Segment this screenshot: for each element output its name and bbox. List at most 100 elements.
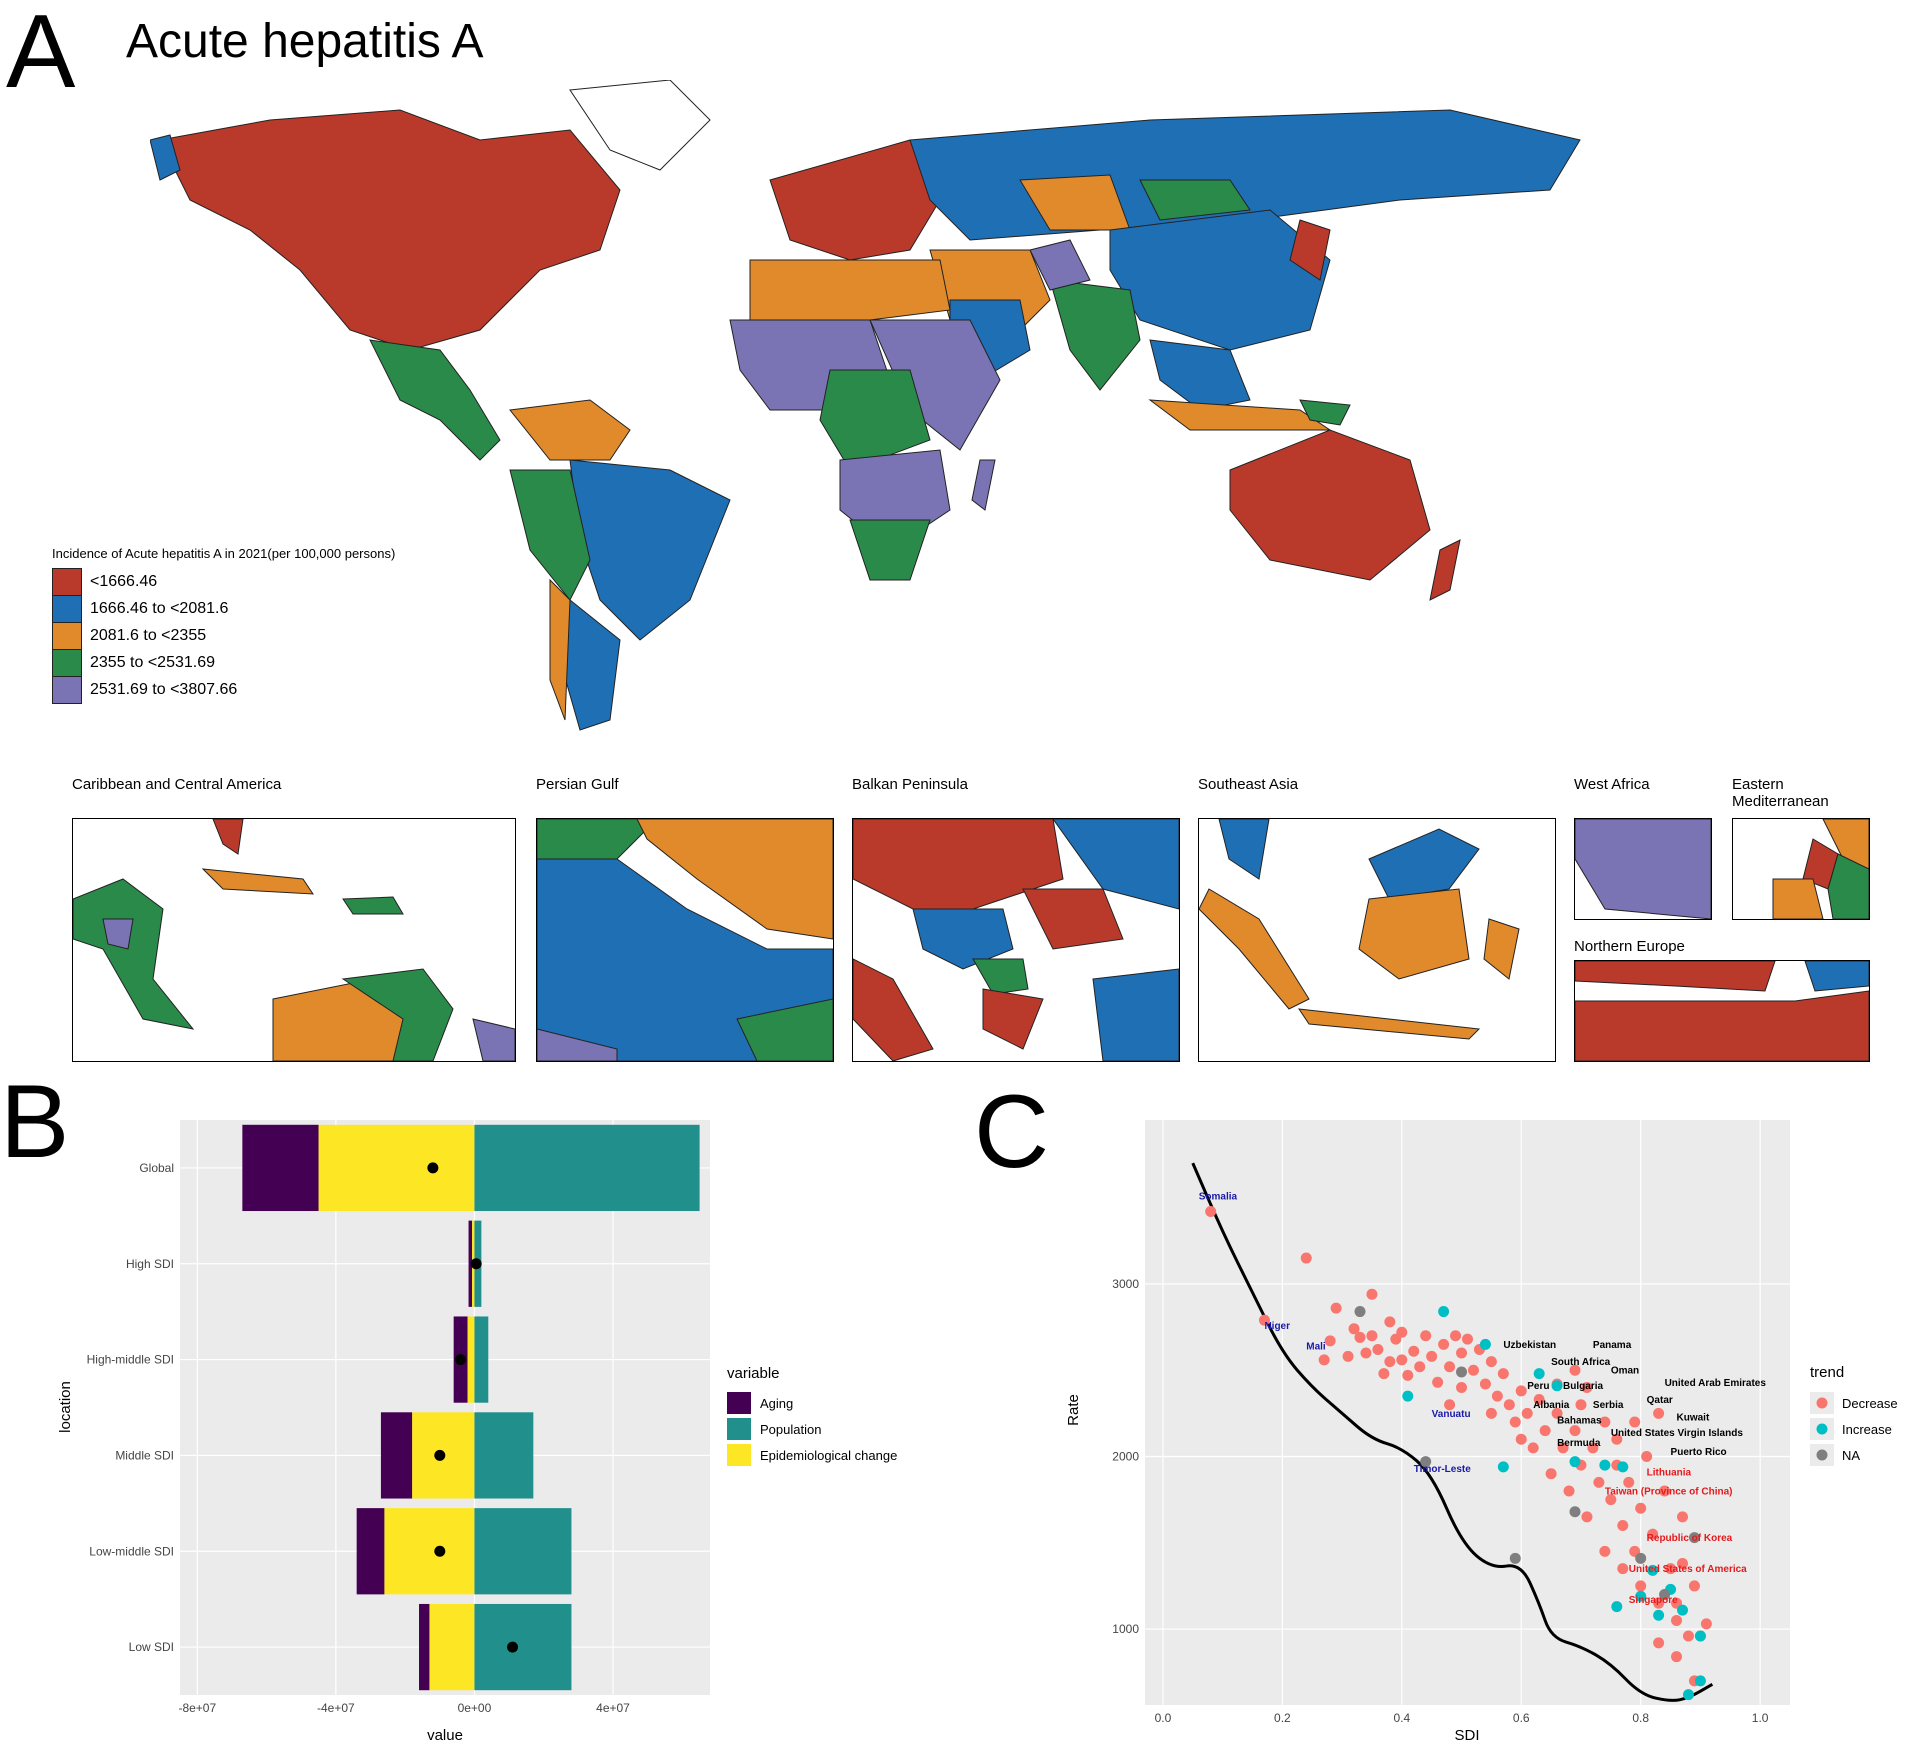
- map-australia: [1229, 429, 1431, 581]
- bar-segment: [474, 1316, 489, 1403]
- country-label: Serbia: [1593, 1400, 1624, 1411]
- map-europe: [769, 139, 941, 261]
- inset-title: Caribbean and Central America: [72, 776, 282, 793]
- data-point: [1653, 1609, 1665, 1621]
- y-tick-label: High SDI: [126, 1257, 174, 1271]
- country-label: United States of America: [1629, 1564, 1747, 1575]
- data-point: [1641, 1451, 1653, 1463]
- bar-segment: [467, 1316, 475, 1403]
- country-label: Niger: [1264, 1321, 1290, 1332]
- legend-label: Decrease: [1842, 1396, 1898, 1411]
- bar-segment: [474, 1508, 572, 1595]
- data-point: [1402, 1369, 1414, 1381]
- sdi-scatter-chart: Singapore United States of America Republi…: [1065, 1120, 1898, 1744]
- data-point: [1438, 1338, 1450, 1350]
- map-legend-item: 2355 to <2531.69: [52, 649, 215, 677]
- legend-label: Increase: [1842, 1422, 1892, 1437]
- x-tick-label: 0.4: [1393, 1711, 1410, 1725]
- data-point: [1408, 1345, 1420, 1357]
- legend-label: 2531.69 to <3807.66: [90, 681, 238, 698]
- map-alaska-strip: [150, 134, 181, 181]
- data-point: [1653, 1597, 1665, 1609]
- bar-segment: [468, 1220, 473, 1307]
- data-point: [1342, 1350, 1354, 1362]
- inset-title: Southeast Asia: [1198, 776, 1299, 793]
- data-point: [1611, 1601, 1623, 1613]
- map-south-america-west: [509, 469, 591, 601]
- inset-caribbean: [72, 818, 516, 1062]
- data-point: [1605, 1494, 1617, 1506]
- data-point: [1671, 1614, 1683, 1626]
- data-point: [1611, 1433, 1623, 1445]
- country-label: United States Virgin Islands: [1611, 1428, 1744, 1439]
- data-point: [1456, 1347, 1468, 1359]
- data-point: [1467, 1364, 1479, 1376]
- map-chile: [549, 578, 571, 721]
- map-india: [1049, 279, 1141, 391]
- inset-balkan: [852, 818, 1180, 1062]
- data-point: [1384, 1356, 1396, 1368]
- map-north-america: [159, 109, 621, 351]
- data-point: [1509, 1552, 1521, 1564]
- country-label: Bulgaria: [1563, 1381, 1603, 1392]
- data-point: [1462, 1333, 1473, 1345]
- country-label: Puerto Rico: [1671, 1447, 1727, 1458]
- plot-background: [180, 1120, 710, 1695]
- data-point: [1677, 1557, 1688, 1569]
- data-point: [1694, 1630, 1706, 1642]
- data-point: [1456, 1366, 1468, 1378]
- data-point: [1569, 1364, 1581, 1376]
- data-point: [1599, 1416, 1611, 1428]
- data-point: [1426, 1350, 1438, 1362]
- x-tick-label: 0.0: [1155, 1711, 1172, 1725]
- country-label: South Africa: [1551, 1357, 1611, 1368]
- data-point: [1444, 1399, 1456, 1411]
- map-papua: [1299, 399, 1351, 426]
- data-point: [1581, 1511, 1593, 1523]
- data-point: [1659, 1589, 1671, 1601]
- data-point: [1599, 1545, 1611, 1557]
- data-point: [1300, 1252, 1312, 1264]
- x-tick-label: -4e+07: [317, 1701, 355, 1715]
- legend-title: variable: [727, 1365, 780, 1382]
- data-point: [1575, 1399, 1587, 1411]
- data-point: [1671, 1651, 1683, 1663]
- inset-title: Eastern Mediterranean: [1732, 776, 1829, 810]
- y-tick-label: High-middle SDI: [87, 1353, 174, 1367]
- country-label: Kuwait: [1677, 1412, 1710, 1423]
- legend-swatch: [52, 595, 82, 623]
- country-label: Timor-Leste: [1414, 1464, 1471, 1475]
- data-point: [1420, 1330, 1432, 1342]
- panel-label-b: B: [0, 1064, 70, 1180]
- map-title: Acute hepatitis A: [126, 15, 484, 68]
- data-point: [1456, 1381, 1468, 1393]
- inset-title: Balkan Peninsula: [852, 776, 968, 793]
- map-mongolia: [1139, 179, 1251, 221]
- country-label: Albania: [1533, 1400, 1570, 1411]
- legend-label: Aging: [760, 1396, 793, 1411]
- net-change-point: [470, 1258, 482, 1270]
- country-label: Uzbekistan: [1503, 1340, 1556, 1351]
- data-point: [1330, 1302, 1342, 1314]
- legend-label: Epidemiological change: [760, 1448, 897, 1463]
- data-point: [1677, 1511, 1688, 1523]
- country-label: Panama: [1593, 1340, 1632, 1351]
- x-tick-label: 0.8: [1632, 1711, 1649, 1725]
- map-south-america-north: [509, 399, 631, 461]
- map-southeast-asia: [1149, 339, 1251, 411]
- data-point: [1318, 1354, 1330, 1366]
- legend-label: 2355 to <2531.69: [90, 654, 216, 671]
- map-japan: [1289, 219, 1331, 281]
- map-greenland: [569, 80, 711, 171]
- y-tick-label: Low SDI: [129, 1640, 174, 1654]
- data-point: [1527, 1442, 1539, 1454]
- data-point: [1682, 1630, 1694, 1642]
- bar-segment: [318, 1124, 475, 1212]
- data-point: [1653, 1637, 1665, 1649]
- legend-label: Population: [760, 1422, 821, 1437]
- data-point: [1694, 1675, 1706, 1687]
- net-change-point: [434, 1545, 446, 1557]
- map-china: [1109, 209, 1331, 351]
- legend-swatch: [727, 1418, 751, 1440]
- data-point: [1629, 1416, 1641, 1428]
